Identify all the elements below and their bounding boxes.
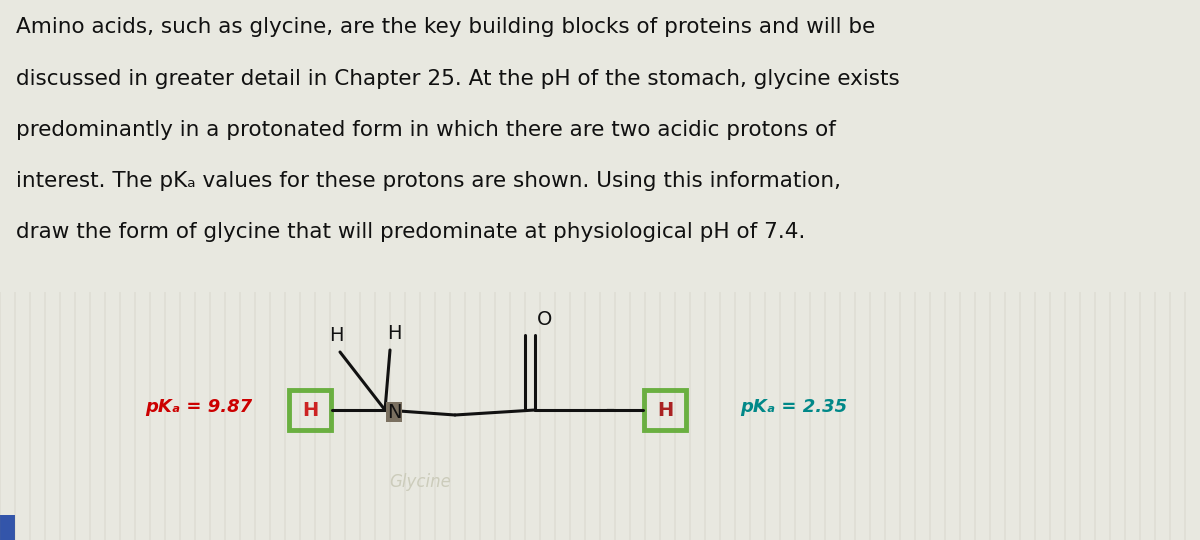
Text: H: H: [656, 401, 673, 420]
Text: pKₐ = 2.35: pKₐ = 2.35: [740, 398, 847, 416]
Text: H: H: [329, 326, 343, 345]
Text: –: –: [606, 400, 614, 418]
Text: draw the form of glycine that will predominate at physiological pH of 7.4.: draw the form of glycine that will predo…: [16, 221, 805, 241]
Text: interest. The pKₐ values for these protons are shown. Using this information,: interest. The pKₐ values for these proto…: [16, 171, 840, 191]
Text: pKₐ = 9.87: pKₐ = 9.87: [145, 398, 252, 416]
Text: O: O: [538, 310, 553, 329]
Bar: [0, 515, 14, 540]
Text: predominantly in a protonated form in which there are two acidic protons of: predominantly in a protonated form in wh…: [16, 119, 835, 139]
Text: Amino acids, such as glycine, are the key building blocks of proteins and will b: Amino acids, such as glycine, are the ke…: [16, 17, 875, 37]
Text: Glycine: Glycine: [389, 473, 451, 491]
Text: H: H: [386, 324, 401, 343]
Text: discussed in greater detail in Chapter 25. At the pH of the stomach, glycine exi: discussed in greater detail in Chapter 2…: [16, 69, 899, 89]
Text: N: N: [386, 402, 402, 422]
Text: H: H: [302, 401, 318, 420]
